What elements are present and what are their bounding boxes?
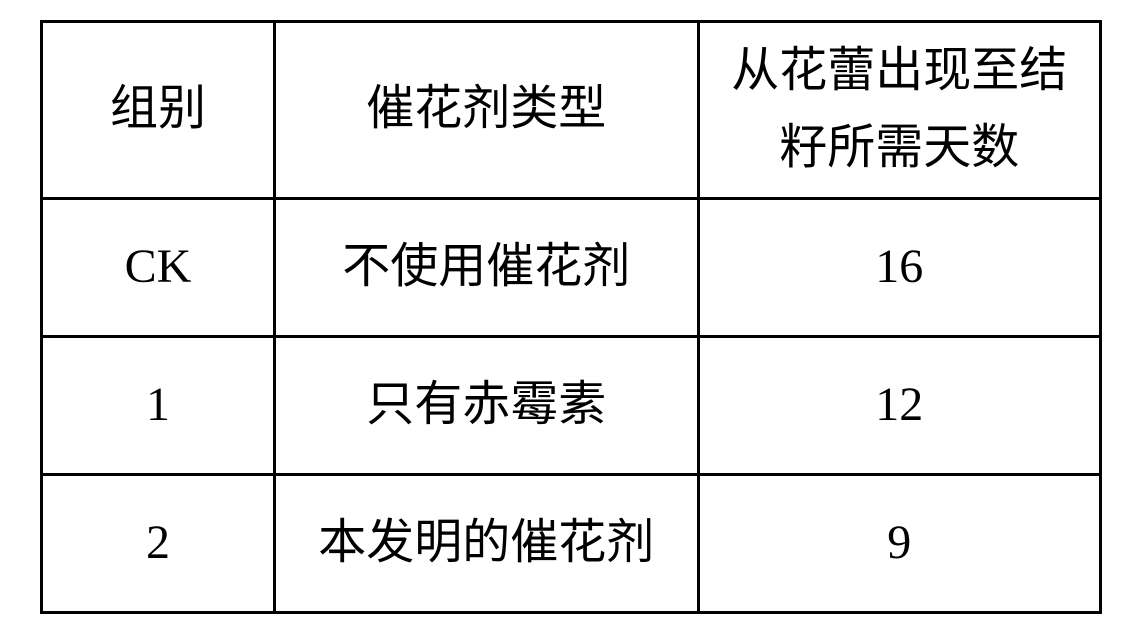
cell-type: 只有赤霉素 [274, 336, 698, 474]
cell-type: 不使用催花剂 [274, 198, 698, 336]
header-cell-group: 组别 [42, 22, 275, 199]
table-header-row: 组别 催花剂类型 从花蕾出现至结籽所需天数 [42, 22, 1101, 199]
header-cell-days: 从花蕾出现至结籽所需天数 [698, 22, 1100, 199]
cell-group: 2 [42, 474, 275, 612]
cell-days: 16 [698, 198, 1100, 336]
cell-type: 本发明的催花剂 [274, 474, 698, 612]
cell-group: CK [42, 198, 275, 336]
table-row: 1 只有赤霉素 12 [42, 336, 1101, 474]
table-row: CK 不使用催花剂 16 [42, 198, 1101, 336]
cell-days: 9 [698, 474, 1100, 612]
cell-group: 1 [42, 336, 275, 474]
cell-days: 12 [698, 336, 1100, 474]
header-cell-type: 催花剂类型 [274, 22, 698, 199]
table-container: 组别 催花剂类型 从花蕾出现至结籽所需天数 CK 不使用催花剂 16 1 只有赤… [0, 0, 1142, 633]
table-row: 2 本发明的催花剂 9 [42, 474, 1101, 612]
data-table: 组别 催花剂类型 从花蕾出现至结籽所需天数 CK 不使用催花剂 16 1 只有赤… [40, 20, 1102, 614]
